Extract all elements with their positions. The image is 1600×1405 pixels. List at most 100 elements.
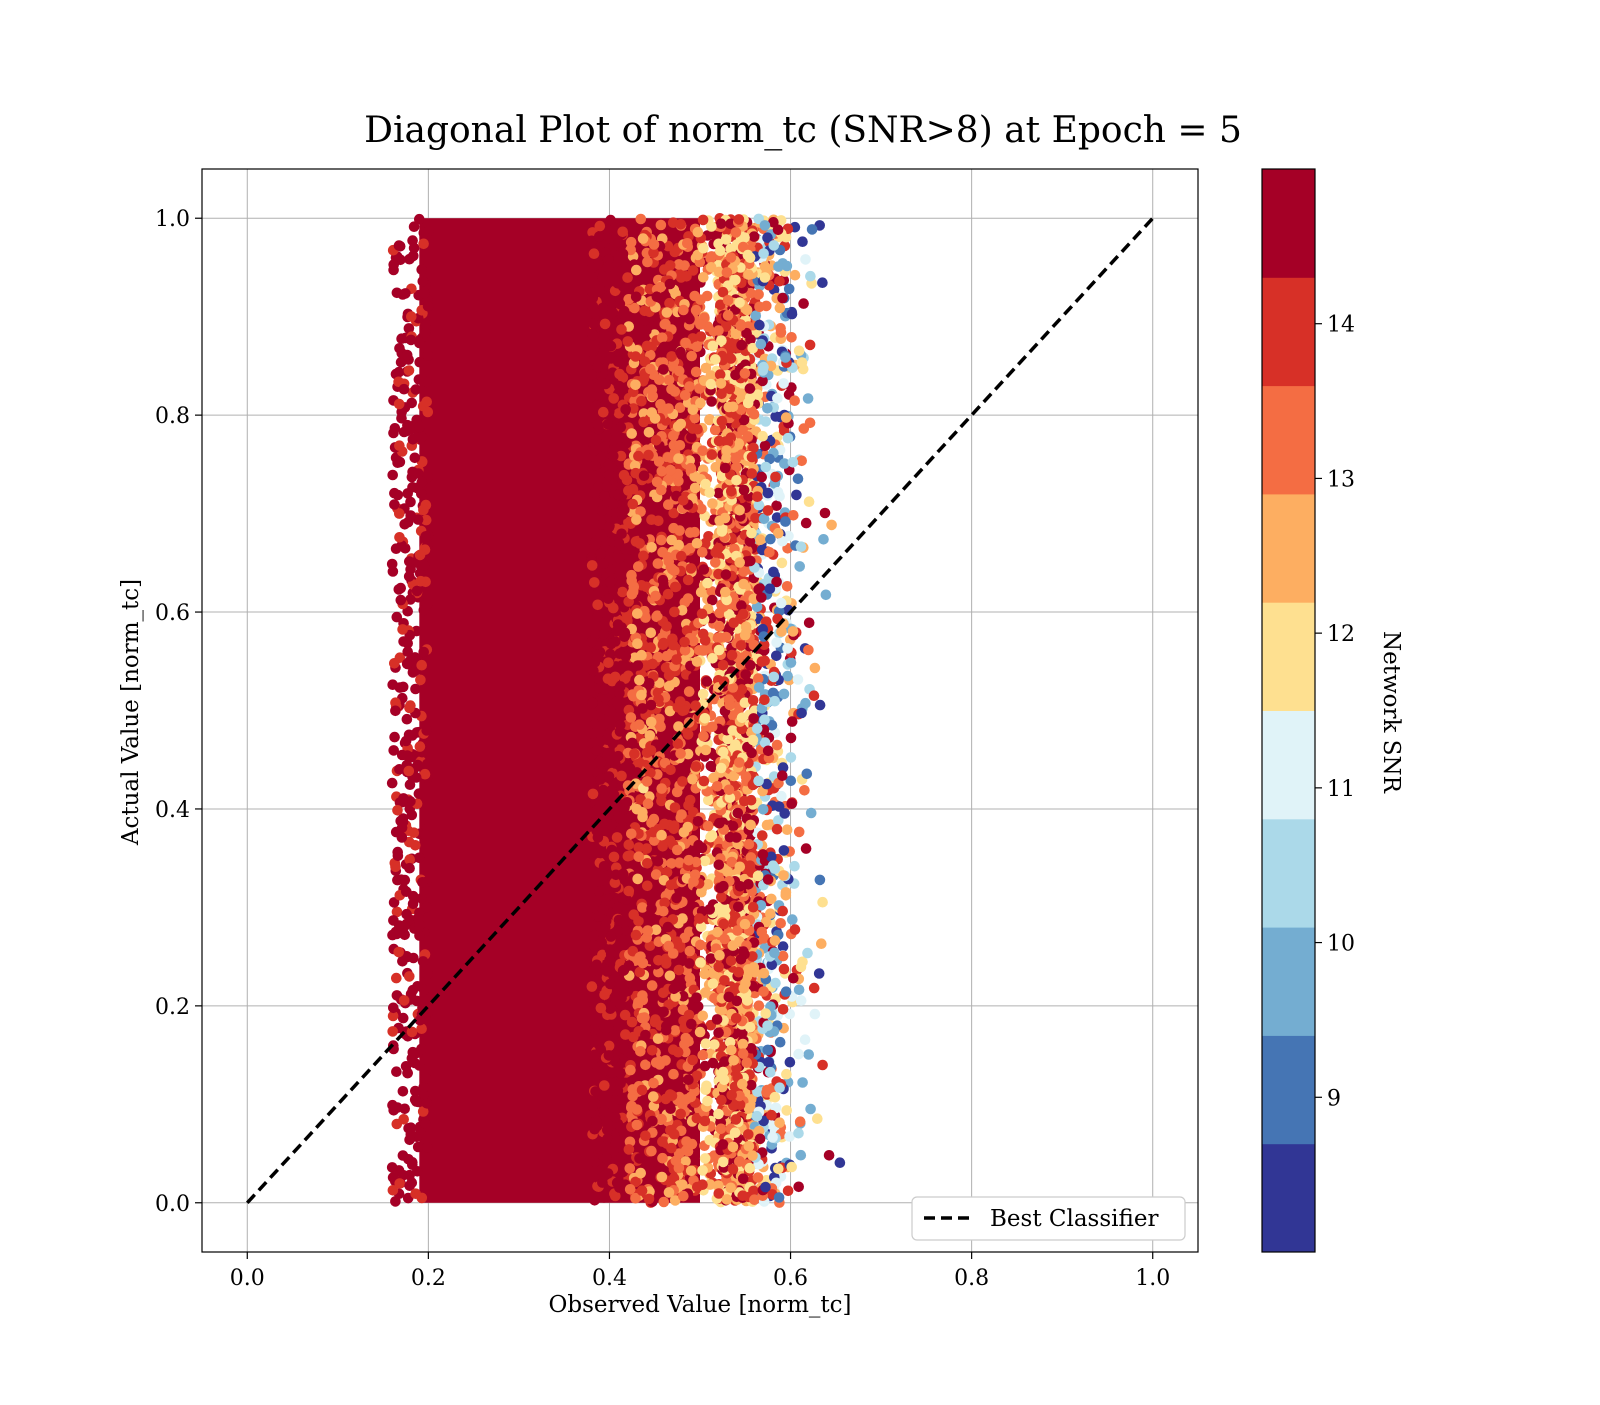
scatter-point bbox=[707, 449, 718, 460]
scatter-point bbox=[644, 427, 655, 438]
scatter-point bbox=[417, 877, 428, 888]
scatter-point bbox=[626, 570, 637, 581]
scatter-point bbox=[695, 319, 706, 330]
scatter-point bbox=[414, 374, 425, 385]
scatter-point bbox=[646, 542, 657, 553]
scatter-point bbox=[669, 1129, 680, 1140]
scatter-point bbox=[700, 1116, 711, 1127]
scatter-point bbox=[775, 303, 786, 314]
scatter-point bbox=[805, 271, 816, 282]
scatter-point bbox=[593, 419, 604, 430]
scatter-point bbox=[677, 776, 688, 787]
scatter-point bbox=[786, 657, 797, 668]
scatter-point bbox=[716, 892, 727, 903]
scatter-point bbox=[636, 214, 647, 225]
scatter-point bbox=[781, 1105, 792, 1116]
scatter-point bbox=[636, 650, 647, 661]
scatter-point bbox=[815, 875, 826, 886]
scatter-points bbox=[387, 213, 845, 1208]
scatter-point bbox=[764, 547, 775, 558]
scatter-point bbox=[695, 398, 706, 409]
scatter-point bbox=[685, 973, 696, 984]
scatter-point bbox=[812, 1113, 823, 1124]
scatter-point bbox=[623, 485, 634, 496]
scatter-point bbox=[763, 1045, 774, 1056]
scatter-point bbox=[400, 875, 411, 886]
scatter-point bbox=[410, 1188, 421, 1199]
scatter-point bbox=[616, 422, 627, 433]
scatter-point bbox=[772, 740, 783, 751]
scatter-point bbox=[647, 407, 658, 418]
scatter-point bbox=[388, 1003, 399, 1014]
scatter-point bbox=[657, 1153, 668, 1164]
scatter-point bbox=[658, 988, 669, 999]
scatter-point bbox=[637, 1013, 648, 1024]
scatter-point bbox=[744, 839, 755, 850]
scatter-point bbox=[772, 824, 783, 835]
scatter-point bbox=[686, 1019, 697, 1030]
scatter-point bbox=[730, 370, 741, 381]
scatter-point bbox=[410, 684, 421, 695]
scatter-point bbox=[646, 717, 657, 728]
scatter-point bbox=[779, 689, 790, 700]
scatter-point bbox=[698, 1011, 709, 1022]
scatter-point bbox=[596, 549, 607, 560]
scatter-point bbox=[775, 1037, 786, 1048]
scatter-point bbox=[646, 1146, 657, 1157]
scatter-point bbox=[626, 428, 637, 439]
scatter-point bbox=[668, 1069, 679, 1080]
scatter-point bbox=[653, 856, 664, 867]
scatter-point bbox=[715, 632, 726, 643]
scatter-point bbox=[794, 561, 805, 572]
scatter-point bbox=[809, 690, 820, 701]
scatter-point bbox=[680, 338, 691, 349]
scatter-point bbox=[619, 470, 630, 481]
scatter-point bbox=[659, 819, 670, 830]
scatter-point bbox=[656, 485, 667, 496]
scatter-point bbox=[619, 965, 630, 976]
scatter-point bbox=[698, 272, 709, 283]
scatter-point bbox=[683, 593, 694, 604]
scatter-point bbox=[645, 642, 656, 653]
scatter-point bbox=[631, 292, 642, 303]
scatter-point bbox=[390, 706, 401, 717]
scatter-point bbox=[596, 1003, 607, 1014]
scatter-point bbox=[632, 608, 643, 619]
scatter-point bbox=[595, 757, 606, 768]
scatter-point bbox=[663, 589, 674, 600]
scatter-point bbox=[746, 528, 757, 539]
scatter-point bbox=[637, 902, 648, 913]
scatter-point bbox=[401, 886, 412, 897]
scatter-point bbox=[695, 957, 706, 968]
scatter-point bbox=[414, 357, 425, 368]
scatter-point bbox=[817, 277, 828, 288]
scatter-point bbox=[656, 783, 667, 794]
scatter-point bbox=[415, 576, 426, 587]
scatter-point bbox=[748, 695, 759, 706]
scatter-point bbox=[590, 1086, 601, 1097]
scatter-point bbox=[700, 479, 711, 490]
scatter-point bbox=[416, 1044, 427, 1055]
scatter-point bbox=[782, 643, 793, 654]
scatter-point bbox=[716, 218, 727, 229]
scatter-point bbox=[773, 225, 784, 236]
scatter-point bbox=[608, 499, 619, 510]
scatter-point bbox=[610, 1112, 621, 1123]
scatter-point bbox=[691, 367, 702, 378]
scatter-point bbox=[627, 1017, 638, 1028]
scatter-point bbox=[658, 640, 669, 651]
scatter-point bbox=[757, 656, 768, 667]
scatter-point bbox=[745, 820, 756, 831]
scatter-point bbox=[710, 425, 721, 436]
scatter-point bbox=[726, 486, 737, 497]
scatter-point bbox=[653, 558, 664, 569]
scatter-point bbox=[655, 282, 666, 293]
scatter-point bbox=[651, 435, 662, 446]
scatter-point bbox=[678, 1191, 689, 1202]
scatter-point bbox=[587, 370, 598, 381]
scatter-point bbox=[609, 852, 620, 863]
scatter-point bbox=[616, 771, 627, 782]
scatter-point bbox=[698, 645, 709, 656]
